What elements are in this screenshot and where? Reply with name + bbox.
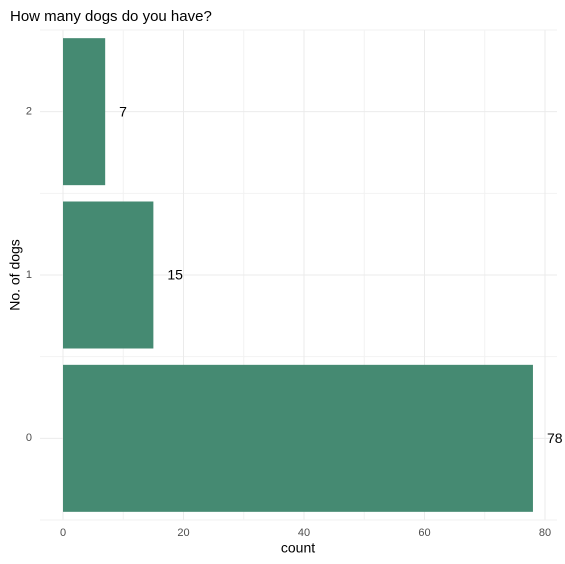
y-tick-label: 2 xyxy=(26,106,32,118)
x-tick-label: 0 xyxy=(60,527,66,539)
y-tick-label: 1 xyxy=(26,269,32,281)
x-tick-label: 40 xyxy=(298,527,310,539)
y-axis-title: No. of dogs xyxy=(7,239,23,311)
data-label: 15 xyxy=(167,267,183,283)
bar xyxy=(63,38,106,186)
data-label: 7 xyxy=(119,103,127,119)
bar xyxy=(63,201,154,349)
x-tick-label: 60 xyxy=(418,527,430,539)
x-tick-label: 80 xyxy=(539,527,551,539)
y-tick-label: 0 xyxy=(26,432,32,444)
data-label: 78 xyxy=(547,430,563,446)
bar xyxy=(63,364,533,512)
x-tick-label: 20 xyxy=(177,527,189,539)
chart-title: How many dogs do you have? xyxy=(10,8,212,25)
x-axis-title: count xyxy=(281,540,315,556)
